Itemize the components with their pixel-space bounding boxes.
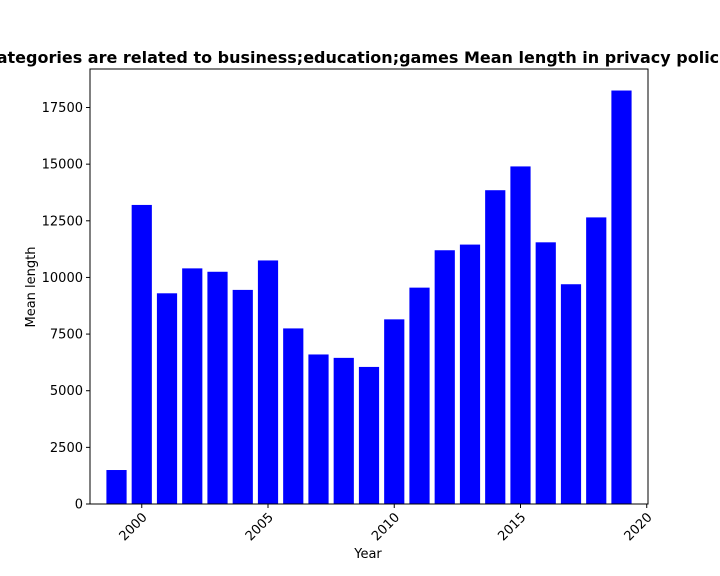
x-tick-label-2010: 2010 bbox=[369, 510, 403, 544]
x-axis-ticks: 2000 2005 2010 2015 2020 bbox=[117, 504, 656, 544]
bar-2009 bbox=[358, 366, 380, 504]
y-tick-label-10000: 10000 bbox=[42, 271, 83, 286]
bar-2005 bbox=[257, 260, 279, 504]
bar-2000 bbox=[131, 204, 152, 504]
bar-2010 bbox=[384, 319, 405, 504]
bar-2018 bbox=[586, 217, 607, 504]
x-tick-label-2005: 2005 bbox=[243, 510, 277, 544]
chart-title: Categories are related to business;educa… bbox=[0, 48, 720, 67]
bars-group bbox=[106, 90, 632, 504]
y-tick-label-0: 0 bbox=[75, 498, 83, 513]
bar-2016 bbox=[535, 242, 556, 504]
y-tick-label-5000: 5000 bbox=[50, 384, 83, 399]
x-axis-label: Year bbox=[353, 547, 382, 562]
x-tick-label-2020: 2020 bbox=[622, 510, 656, 544]
x-tick-label-2000: 2000 bbox=[117, 510, 151, 544]
bar-2014 bbox=[485, 190, 506, 504]
bar-2003 bbox=[207, 271, 228, 504]
bar-2002 bbox=[182, 268, 203, 504]
bar-2001 bbox=[156, 293, 178, 504]
y-tick-label-2500: 2500 bbox=[50, 441, 83, 456]
bar-2019 bbox=[611, 90, 632, 504]
y-axis-label: Mean length bbox=[24, 247, 39, 328]
bar-2007 bbox=[308, 354, 329, 504]
bar-2017 bbox=[560, 284, 582, 504]
y-tick-label-7500: 7500 bbox=[50, 328, 83, 343]
y-tick-label-12500: 12500 bbox=[42, 214, 83, 229]
y-tick-label-17500: 17500 bbox=[42, 101, 83, 116]
plot-frame bbox=[89, 68, 649, 505]
bar-2004 bbox=[232, 289, 253, 504]
bar-2008 bbox=[333, 357, 354, 504]
bar-2011 bbox=[409, 287, 430, 504]
bar-2006 bbox=[283, 328, 304, 504]
bar-2013 bbox=[459, 244, 481, 504]
y-axis-ticks: 0 2500 5000 7500 10000 12500 15000 17500 bbox=[42, 101, 90, 513]
bar-2012 bbox=[434, 250, 455, 504]
bar-2015 bbox=[510, 166, 531, 504]
bar-1999 bbox=[106, 470, 127, 504]
x-tick-label-2015: 2015 bbox=[495, 510, 529, 544]
y-tick-label-15000: 15000 bbox=[42, 158, 83, 173]
